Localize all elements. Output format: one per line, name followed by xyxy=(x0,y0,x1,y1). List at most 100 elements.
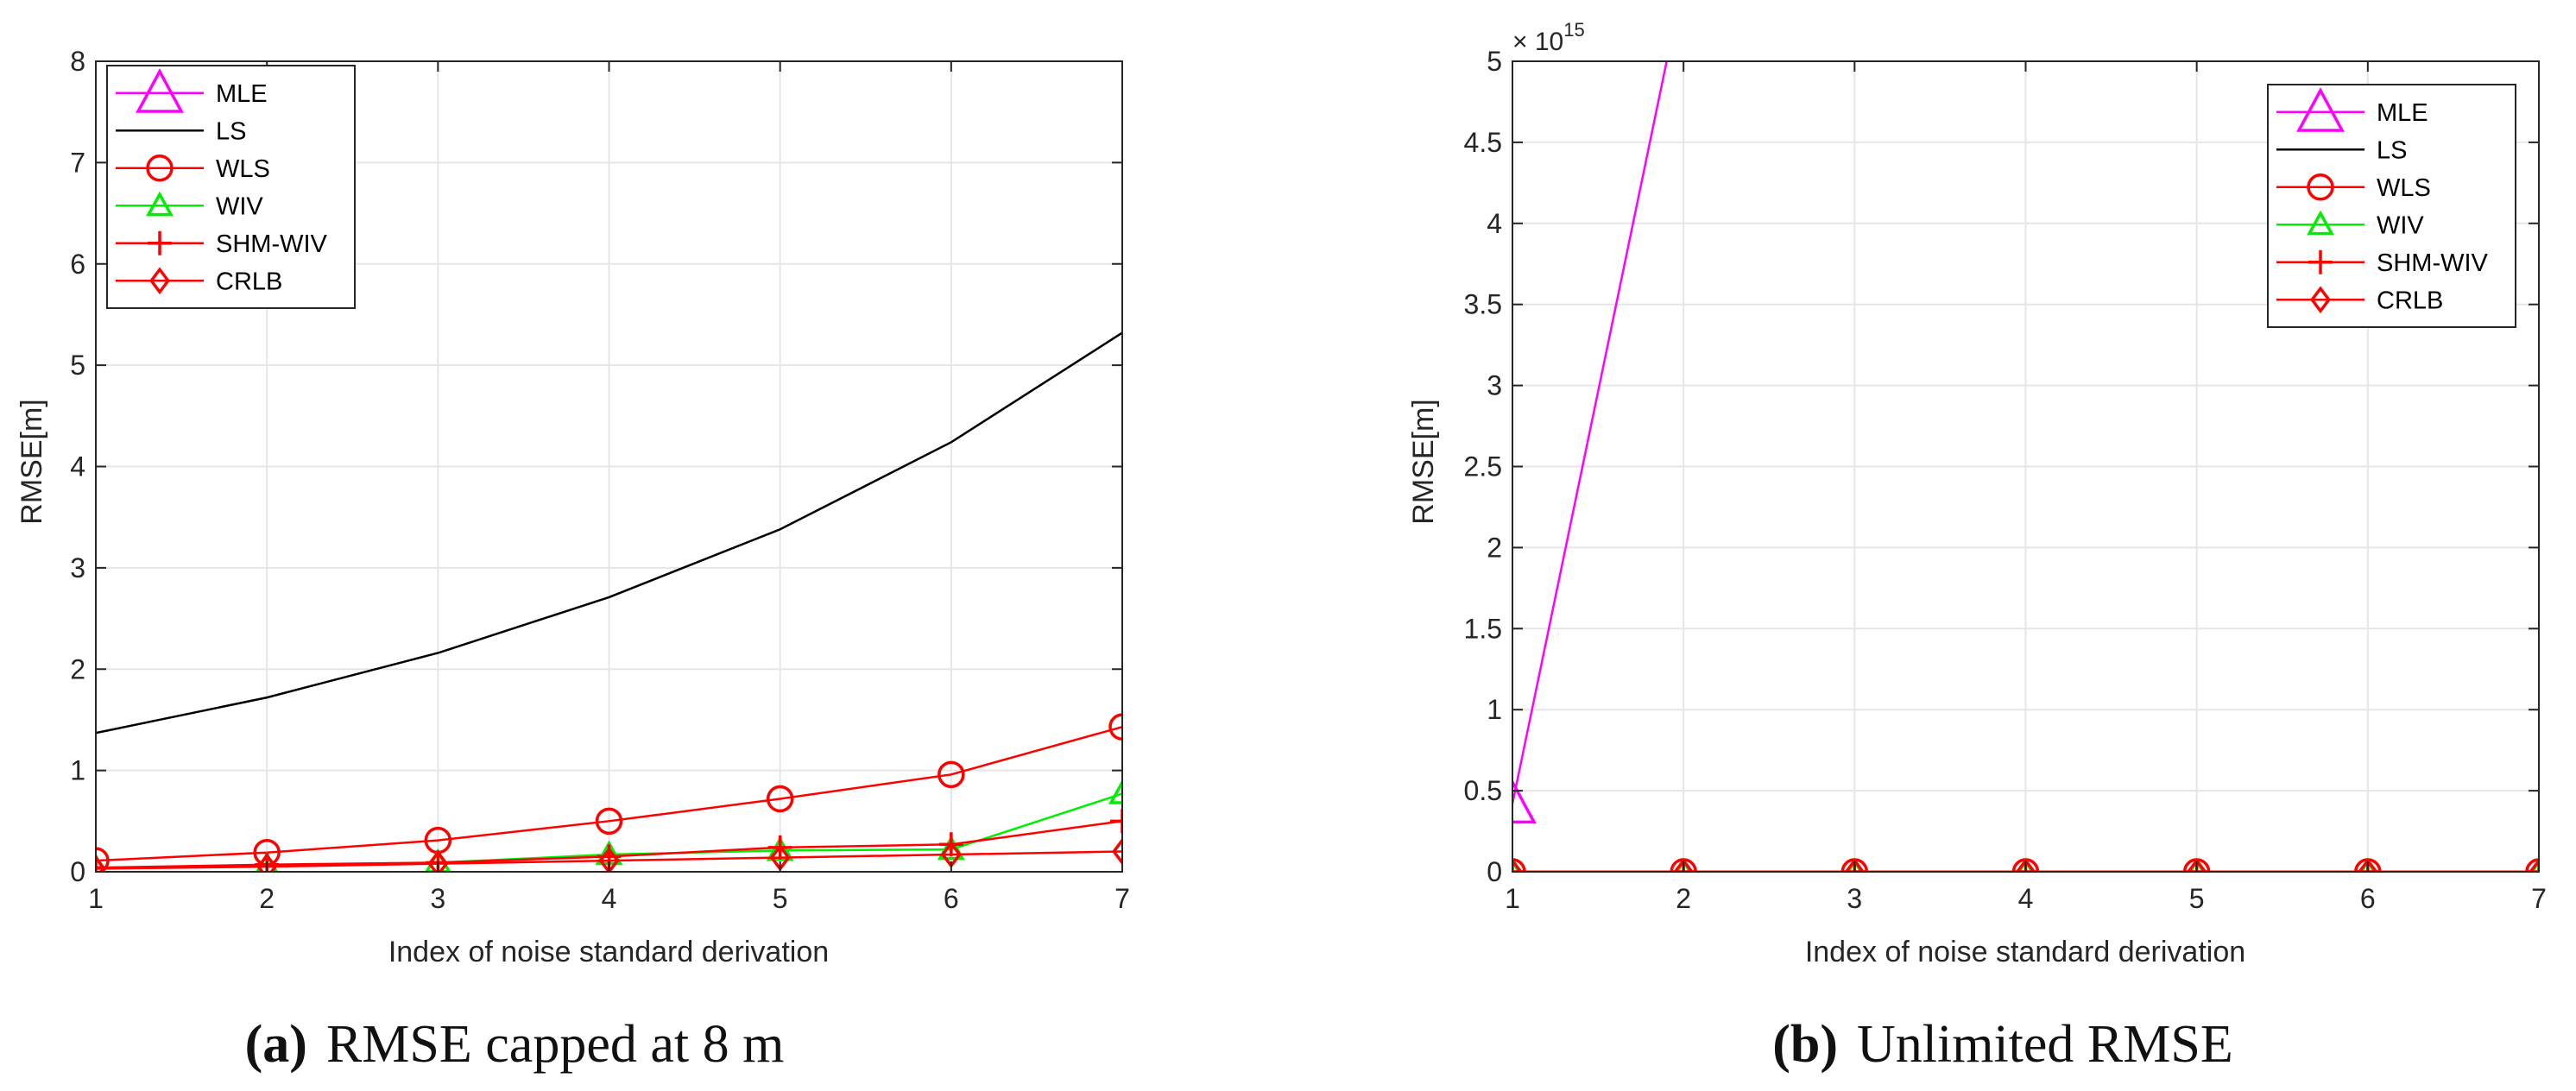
x-tick-label: 5 xyxy=(2189,883,2205,914)
y-tick-label: 3 xyxy=(70,552,85,583)
data-point-crlb xyxy=(598,847,620,872)
x-tick-label: 4 xyxy=(602,883,617,914)
y-tick-label: 4 xyxy=(70,451,85,482)
legend-item-wiv: WIV xyxy=(2276,210,2424,239)
y-axis-exponent-b: × 1015 xyxy=(1512,19,1585,56)
legend-item-ls: LS xyxy=(116,117,246,145)
legend-label-mle: MLE xyxy=(2377,99,2428,127)
legend-b: MLE LS WLS WIV SHM-WIV CRLB xyxy=(2267,84,2516,328)
legend-marker-shm-wiv xyxy=(148,230,172,255)
y-tick-label: 4.5 xyxy=(1464,127,1502,158)
data-point-wls xyxy=(766,785,794,813)
legend-item-shm-wiv: SHM-WIV xyxy=(116,230,328,258)
legend-marker-wiv xyxy=(146,191,174,217)
data-point-crlb xyxy=(2015,858,2036,872)
x-tick-label: 3 xyxy=(430,883,445,914)
legend-item-crlb: CRLB xyxy=(2276,286,2443,314)
legend-marker-shm-wiv xyxy=(2308,249,2333,274)
legend-marker-wiv xyxy=(2307,210,2334,236)
legend-item-wls: WLS xyxy=(116,155,270,183)
x-axis-label-b: Index of noise standard derivation xyxy=(1805,936,2245,968)
y-tick-label: 0 xyxy=(70,856,85,887)
x-tick-label: 6 xyxy=(944,883,959,914)
y-tick-label: 5 xyxy=(70,350,85,381)
y-tick-label: 1.5 xyxy=(1464,613,1502,644)
y-tick-label: 0.5 xyxy=(1464,775,1502,806)
legend-item-crlb: CRLB xyxy=(116,267,282,295)
data-point-crlb xyxy=(2529,858,2539,872)
legend-marker-mle xyxy=(136,68,184,113)
legend-label-ls: LS xyxy=(216,117,246,145)
x-tick-label: 1 xyxy=(1505,883,1520,914)
caption-b: (b) Unlimited RMSE xyxy=(1772,1015,2233,1074)
caption-text-b: Unlimited RMSE xyxy=(1857,1015,2233,1074)
legend-label-wls: WLS xyxy=(2377,174,2431,202)
data-point-mle xyxy=(1512,779,1537,824)
data-point-crlb xyxy=(96,855,106,872)
y-tick-label: 6 xyxy=(70,249,85,280)
y-axis-exponent-base-b: × 10 xyxy=(1512,28,1563,56)
legend-item-mle: MLE xyxy=(116,68,268,113)
data-point-crlb xyxy=(2186,858,2207,872)
data-point-wls xyxy=(96,847,110,872)
y-axis-exponent-power-b: 15 xyxy=(1563,19,1584,41)
legend-label-crlb: CRLB xyxy=(2377,287,2443,314)
caption-text-a: RMSE capped at 8 m xyxy=(326,1015,784,1074)
data-point-crlb xyxy=(2357,858,2378,872)
y-tick-label: 1 xyxy=(1487,694,1502,725)
plot-area-a xyxy=(96,331,1122,872)
x-tick-label: 7 xyxy=(2531,883,2547,914)
legend-label-shm-wiv: SHM-WIV xyxy=(216,230,328,258)
x-tick-label: 2 xyxy=(259,883,275,914)
x-tick-label: 5 xyxy=(773,883,788,914)
caption-label-a: (a) xyxy=(245,1015,307,1074)
legend-item-shm-wiv: SHM-WIV xyxy=(2276,249,2489,277)
y-axis-label-b: RMSE[m] xyxy=(1407,399,1440,524)
legend-marker-crlb xyxy=(149,267,170,295)
grid-a xyxy=(95,60,1123,873)
legend-item-wls: WLS xyxy=(2276,173,2431,202)
y-axis-label-a: RMSE[m] xyxy=(16,399,48,524)
y-tick-label: 2 xyxy=(1487,532,1502,563)
data-point-crlb xyxy=(1112,837,1122,866)
y-tick-label: 0 xyxy=(1487,856,1502,887)
legend-label-wls: WLS xyxy=(216,155,270,183)
data-point-wls xyxy=(938,760,965,789)
y-tick-label: 8 xyxy=(70,46,85,77)
y-tick-label: 5 xyxy=(1487,46,1502,77)
legend-item-mle: MLE xyxy=(2276,87,2428,132)
series-group-a xyxy=(96,331,1122,872)
legend-box-a xyxy=(106,65,356,309)
x-tick-label: 6 xyxy=(2360,883,2376,914)
legend-label-ls: LS xyxy=(2377,136,2407,164)
data-point-crlb xyxy=(1673,858,1695,872)
data-point-crlb xyxy=(427,849,449,872)
data-point-wls xyxy=(1108,713,1122,741)
x-tick-label: 2 xyxy=(1676,883,1691,914)
legend-marker-mle xyxy=(2296,87,2345,132)
data-point-wls xyxy=(595,807,623,836)
data-point-wiv xyxy=(1108,779,1122,804)
legend-label-shm-wiv: SHM-WIV xyxy=(2377,249,2489,277)
legend-label-wiv: WIV xyxy=(216,192,263,220)
series-line-ls xyxy=(96,331,1122,735)
legend-label-wiv: WIV xyxy=(2377,211,2424,239)
y-tick-label: 1 xyxy=(70,755,85,786)
y-tick-label: 2 xyxy=(70,653,85,684)
caption-a: (a) RMSE capped at 8 m xyxy=(245,1015,785,1074)
legend-marker-wls xyxy=(2307,173,2334,201)
y-tick-label: 4 xyxy=(1487,208,1502,239)
legend-label-mle: MLE xyxy=(216,80,268,108)
legend-item-wiv: WIV xyxy=(116,191,263,220)
caption-label-b: (b) xyxy=(1772,1015,1838,1074)
x-tick-label: 7 xyxy=(1114,883,1130,914)
y-tick-label: 7 xyxy=(70,147,85,178)
y-tick-label: 3.5 xyxy=(1464,289,1502,320)
legend-label-crlb: CRLB xyxy=(216,268,282,295)
data-point-crlb xyxy=(1512,858,1523,872)
y-tick-label: 2.5 xyxy=(1464,451,1502,482)
x-tick-label: 4 xyxy=(2018,883,2034,914)
legend-marker-wls xyxy=(146,155,174,182)
